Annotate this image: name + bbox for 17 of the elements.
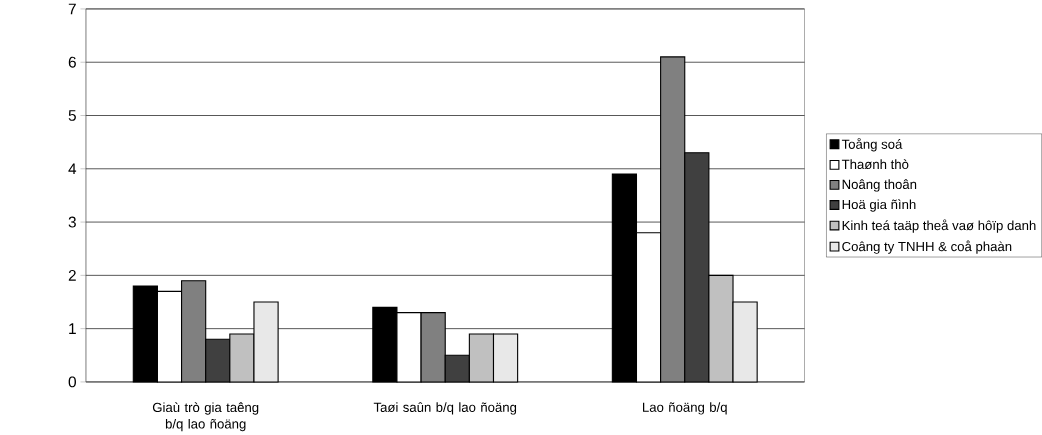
x-tick-label: Taøi saûn b/q lao ñoäng [373, 402, 517, 415]
x-tick-label: Giaù trò gia taêng b/q lao ñoäng [152, 402, 259, 432]
legend-label: Coâng ty TNHH & coå phaàn [842, 240, 1012, 254]
y-tick-label: 6 [68, 56, 76, 68]
y-tick-label: 2 [68, 270, 76, 281]
y-tick-label: 1 [69, 323, 76, 335]
legend-label: Toång soá [841, 138, 903, 152]
y-tick-label: 7 [68, 3, 76, 15]
legend-label: Thaønh thò [841, 159, 909, 170]
y-tick-label: 5 [68, 110, 76, 121]
y-tick-label: 4 [68, 163, 77, 175]
x-tick-label: Lao ñoäng b/q [643, 402, 727, 415]
legend-label: Noâng thoân [842, 179, 917, 192]
legend-label: Hoä gia ñình [842, 199, 916, 212]
legend-label: Kinh teá taäp theå vaø hôïp danh [842, 219, 1036, 233]
y-tick-label: 0 [68, 376, 76, 388]
y-tick-label: 3 [68, 216, 76, 228]
